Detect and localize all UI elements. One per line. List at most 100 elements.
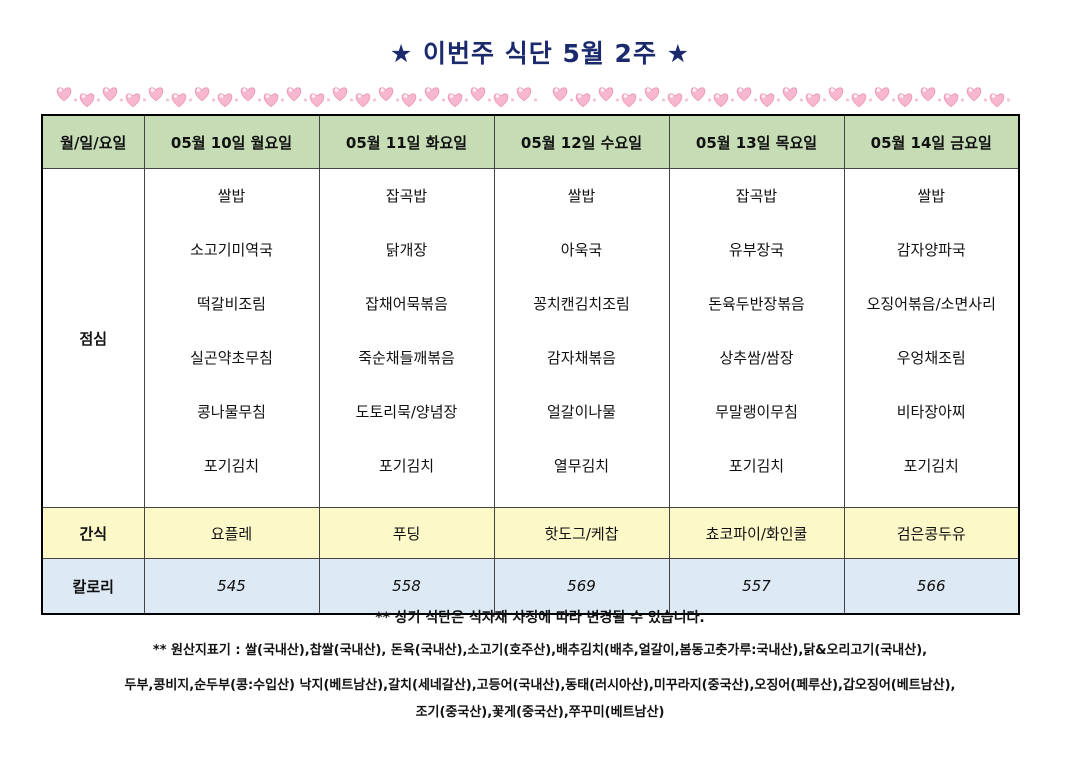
heart-highlight (265, 94, 270, 98)
garland-bead (914, 98, 919, 102)
menu-item: 잡곡밥 (735, 187, 778, 205)
garland-bead (615, 98, 620, 102)
menu-item: 포기김치 (378, 457, 435, 475)
garland-bead (707, 98, 712, 102)
garland-bead (165, 98, 170, 102)
garland-bead (326, 98, 331, 102)
garland-bead (441, 98, 446, 102)
garland-bead (638, 98, 643, 102)
heart-highlight (945, 94, 950, 98)
menu-item: 떡갈비조림 (196, 295, 266, 313)
heart-highlight (876, 88, 881, 92)
menu-item: 쌀밥 (567, 187, 596, 205)
menu-item: 콩나물무침 (196, 403, 266, 421)
menu-item: 포기김치 (203, 457, 260, 475)
menu-item: 얼갈이나물 (546, 403, 616, 421)
menu-table: 월/일/요일 05월 10일 월요일 05월 11일 화요일 05월 12일 수… (41, 114, 1020, 615)
heart-highlight (173, 94, 178, 98)
garland-bead (510, 98, 515, 102)
menu-item: 꽁치캔김치조림 (533, 295, 630, 313)
garland-bead (776, 98, 781, 102)
garland-bead (730, 98, 735, 102)
heart-highlight (830, 88, 835, 92)
day-header: 05월 14일 금요일 (843, 114, 1020, 169)
page-title: ★ 이번주 식단 5월 2주 ★ (389, 39, 691, 68)
garland-bead (349, 98, 354, 102)
lunch-cell: 잡곡밥 닭개장 잡채어묵볶음 죽순채들깨볶음 도토리묵/양념장 포기김치 (318, 168, 495, 508)
menu-item: 포기김치 (903, 457, 959, 475)
heart-highlight (738, 88, 743, 92)
snack-cell: 검은콩두유 (843, 507, 1020, 559)
heart-highlight (968, 88, 973, 92)
heart-highlight (311, 94, 316, 98)
menu-item: 무말랭이무침 (715, 403, 798, 421)
menu-item: 오징어볶음/소면사리 (866, 295, 996, 313)
menu-item: 잡곡밥 (385, 187, 428, 205)
menu-item: 닭개장 (385, 241, 428, 259)
menu-item: 포기김치 (728, 457, 785, 475)
garland-bead (119, 98, 124, 102)
lunch-row: 점심 쌀밥 소고기미역국 떡갈비조림 실곤약초무침 콩나물무침 포기김치 잡곡밥… (41, 168, 1020, 508)
menu-item: 돈육두반장볶음 (708, 295, 805, 313)
garland-bead (303, 98, 308, 102)
garland-bead (96, 98, 101, 102)
heart-highlight (669, 94, 674, 98)
garland-bead (464, 98, 469, 102)
calorie-cell: 558 (318, 558, 495, 615)
header-row: 월/일/요일 05월 10일 월요일 05월 11일 화요일 05월 12일 수… (41, 114, 1020, 169)
heart-highlight (104, 88, 109, 92)
heart-highlight (692, 88, 697, 92)
garland-bead (487, 98, 492, 102)
heart-highlight (403, 94, 408, 98)
menu-item: 감자채볶음 (546, 349, 616, 367)
garland-bead (684, 98, 689, 102)
garland-bead (188, 98, 193, 102)
heart-highlight (518, 88, 523, 92)
day-header: 05월 10일 월요일 (143, 114, 320, 169)
heart-highlight (853, 94, 858, 98)
heart-highlight (784, 88, 789, 92)
menu-item: 상추쌈/쌈장 (719, 349, 794, 367)
heart-highlight (242, 88, 247, 92)
heart-highlight (449, 94, 454, 98)
menu-item: 비타장아찌 (896, 403, 966, 421)
calorie-cell: 557 (668, 558, 845, 615)
lunch-cell: 쌀밥 아욱국 꽁치캔김치조림 감자채볶음 얼갈이나물 열무김치 (493, 168, 670, 508)
menu-item: 우엉채조림 (896, 349, 966, 367)
snack-cell: 푸딩 (318, 507, 495, 559)
heart-highlight (196, 88, 201, 92)
heart-highlight (219, 94, 224, 98)
menu-item: 잡채어묵볶음 (365, 295, 448, 313)
garland-bead (1006, 98, 1011, 102)
menu-item: 열무김치 (553, 457, 610, 475)
garland-bead (661, 98, 666, 102)
garland-bead (983, 98, 988, 102)
garland-bead (372, 98, 377, 102)
calorie-row: 칼로리 545 558 569 557 566 (41, 558, 1020, 615)
garland-bead (960, 98, 965, 102)
lunch-cell: 쌀밥 소고기미역국 떡갈비조림 실곤약초무침 콩나물무침 포기김치 (143, 168, 320, 508)
heart-highlight (472, 88, 477, 92)
heart-highlight (495, 94, 500, 98)
heart-garland-left (52, 78, 537, 114)
lunch-cell: 쌀밥 감자양파국 오징어볶음/소면사리 우엉채조림 비타장아찌 포기김치 (843, 168, 1020, 508)
garland-bead (868, 98, 873, 102)
heart-highlight (991, 94, 996, 98)
garland-bead (211, 98, 216, 102)
day-header: 05월 13일 목요일 (668, 114, 845, 169)
garland-bead (569, 98, 574, 102)
day-header: 05월 12일 수요일 (493, 114, 670, 169)
garland-bead (418, 98, 423, 102)
calorie-label: 칼로리 (41, 558, 145, 615)
heart-highlight (58, 88, 63, 92)
corner-header: 월/일/요일 (41, 114, 145, 169)
garland-bead (822, 98, 827, 102)
day-header: 05월 11일 화요일 (318, 114, 495, 169)
calorie-cell: 566 (843, 558, 1020, 615)
menu-item: 유부장국 (728, 241, 785, 259)
origin-line: 조기(중국산),꽃게(중국산),쭈꾸미(베트남산) (415, 705, 665, 720)
heart-highlight (577, 94, 582, 98)
snack-label: 간식 (41, 507, 145, 559)
origin-line: ** 원산지표기 : 쌀(국내산),찹쌀(국내산), 돈육(국내산),소고기(호… (152, 643, 928, 658)
garland-bead (799, 98, 804, 102)
